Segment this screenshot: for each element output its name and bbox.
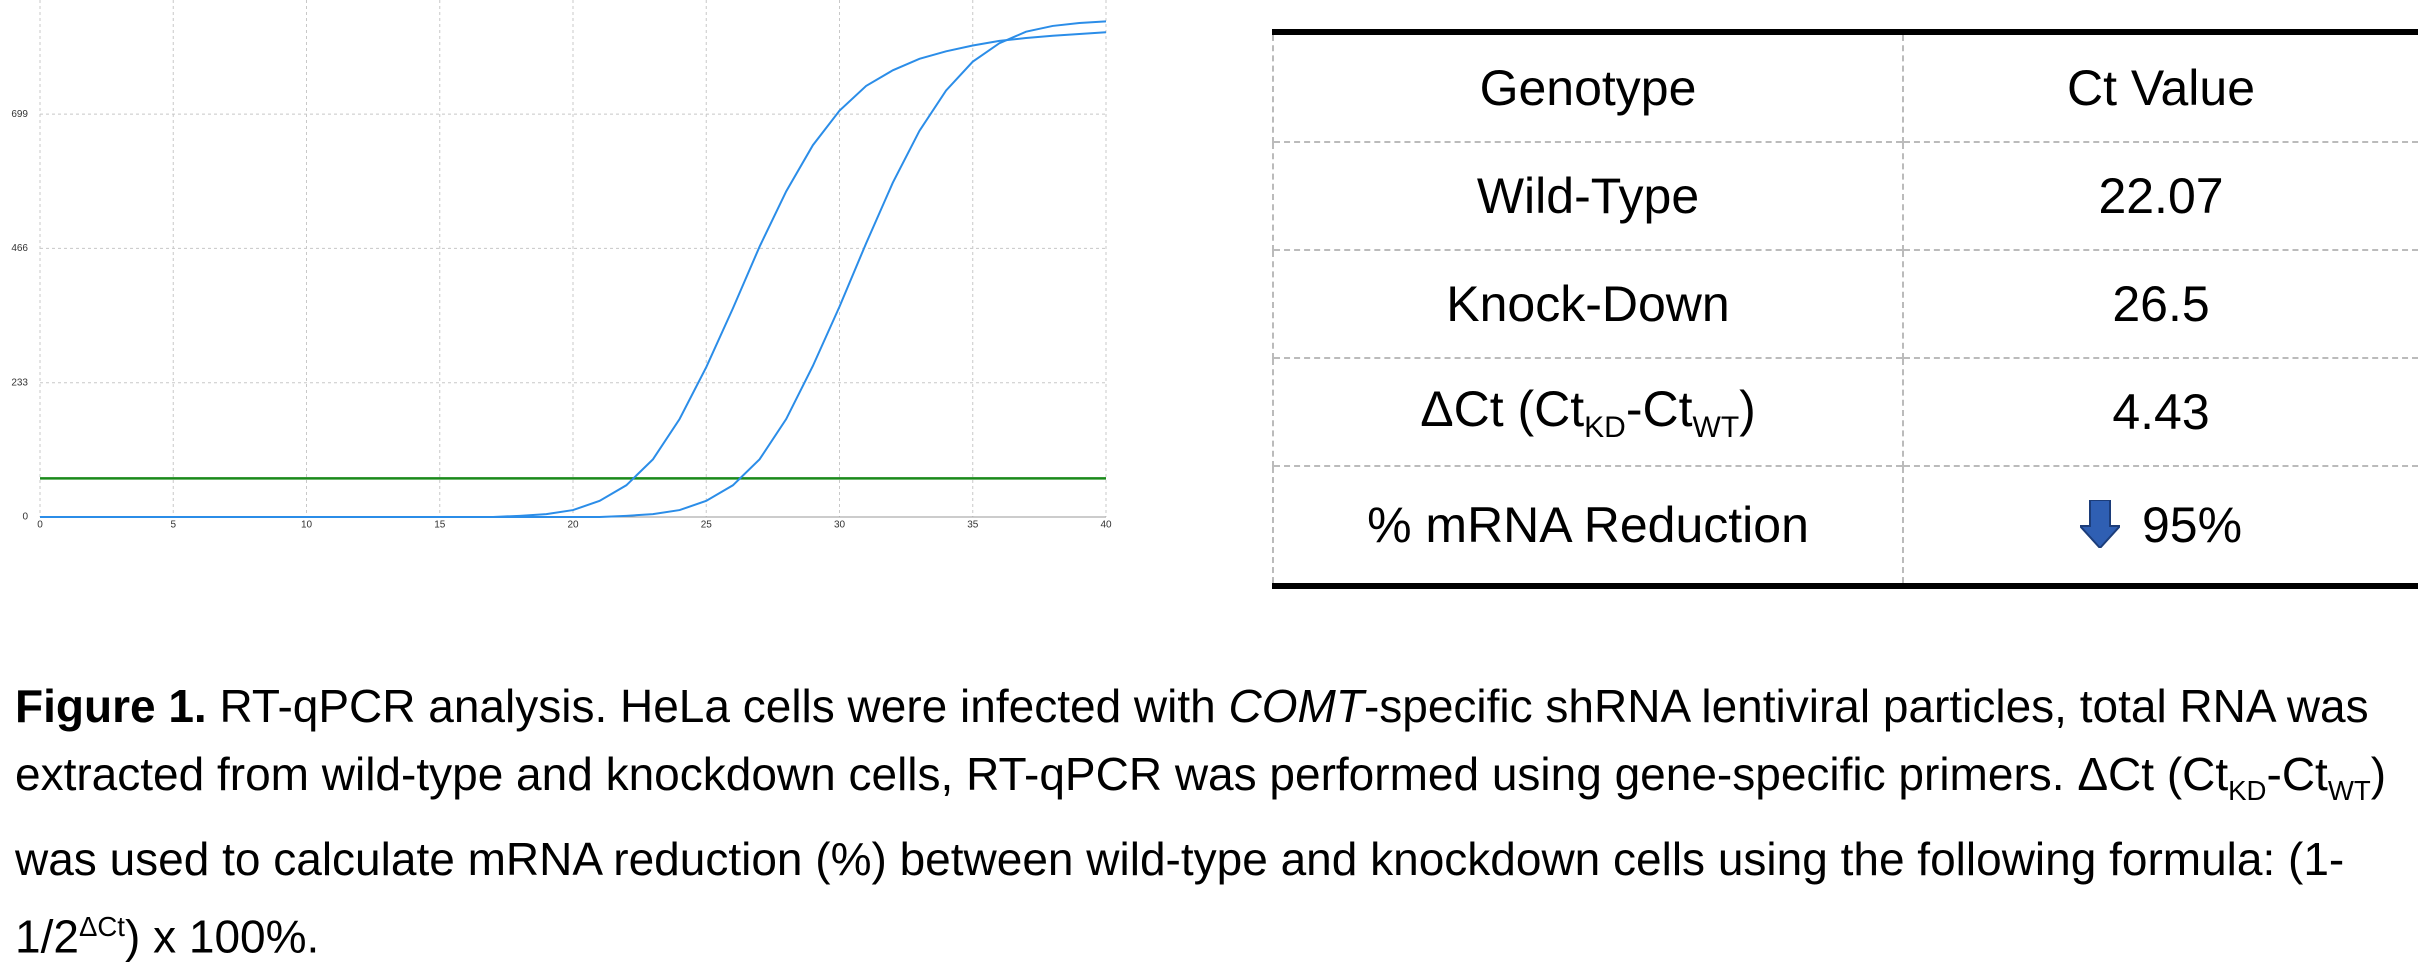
x-tick-label: 35 — [967, 520, 979, 531]
table-row: ΔCt (CtKD-CtWT) 4.43 — [1272, 357, 2418, 466]
y-tick-label: 699 — [11, 109, 28, 120]
table-row: % mRNA Reduction 95% — [1272, 465, 2418, 589]
figure-caption: Figure 1. RT-qPCR analysis. HeLa cells w… — [15, 672, 2405, 971]
cell: Wild-Type — [1272, 141, 1903, 250]
x-tick-label: 30 — [834, 520, 846, 531]
cell: % mRNA Reduction — [1272, 465, 1903, 589]
x-tick-label: 40 — [1100, 520, 1112, 531]
cell: ΔCt (CtKD-CtWT) — [1272, 357, 1903, 466]
caption-text: ) was used to calculate mRNA reduction (… — [15, 748, 2387, 963]
caption-label: Figure 1. — [15, 680, 207, 732]
cell: 26.5 — [1902, 249, 2418, 358]
results-table: Genotype Ct Value Wild-Type 22.07 Knock-… — [1272, 29, 2418, 589]
x-tick-label: 15 — [434, 520, 446, 531]
x-tick-label: 5 — [170, 520, 176, 531]
cell: Knock-Down — [1272, 249, 1903, 358]
amplification-curve — [40, 20, 1107, 518]
x-tick-label: 10 — [301, 520, 313, 531]
table-header: Genotype Ct Value — [1272, 29, 2418, 142]
caption-text: ) x 100%. — [124, 910, 320, 963]
cell: 22.07 — [1902, 141, 2418, 250]
table-row: Wild-Type 22.07 — [1272, 141, 2418, 250]
superscript: ΔCt — [78, 911, 125, 943]
x-tick-label: 25 — [701, 520, 713, 531]
gene-name: COMT — [1228, 680, 1364, 732]
down-arrow-icon — [2077, 499, 2123, 550]
y-tick-label: 233 — [11, 377, 28, 388]
cell-text: 95% — [2141, 497, 2243, 553]
header-cell: Genotype — [1272, 29, 1903, 142]
x-tick-label: 0 — [37, 520, 43, 531]
cell: 4.43 — [1902, 357, 2418, 466]
subscript: WT — [1692, 410, 1740, 444]
cell-text: ) — [1739, 380, 1756, 437]
x-tick-label: 20 — [567, 520, 579, 531]
subscript: WT — [2327, 775, 2371, 807]
subscript: KD — [2228, 775, 2267, 807]
table-row: Knock-Down 26.5 — [1272, 249, 2418, 358]
cell-text: -Ct — [1625, 380, 1693, 437]
y-tick-label: 0 — [22, 512, 28, 523]
chart: 0 5 10 15 20 25 30 35 40 0 233 466 699 — [11, 0, 1112, 531]
caption-text: -Ct — [2266, 748, 2328, 800]
caption-text: RT-qPCR analysis. HeLa cells were infect… — [206, 680, 1229, 732]
y-tick-label: 466 — [11, 243, 28, 254]
caption-text: -specific shRNA lentiviral particles, to… — [15, 680, 2369, 800]
subscript: KD — [1584, 410, 1626, 444]
header-cell: Ct Value — [1902, 29, 2418, 142]
cell: 95% — [1902, 465, 2418, 589]
cell-text: ΔCt (Ct — [1420, 380, 1585, 437]
